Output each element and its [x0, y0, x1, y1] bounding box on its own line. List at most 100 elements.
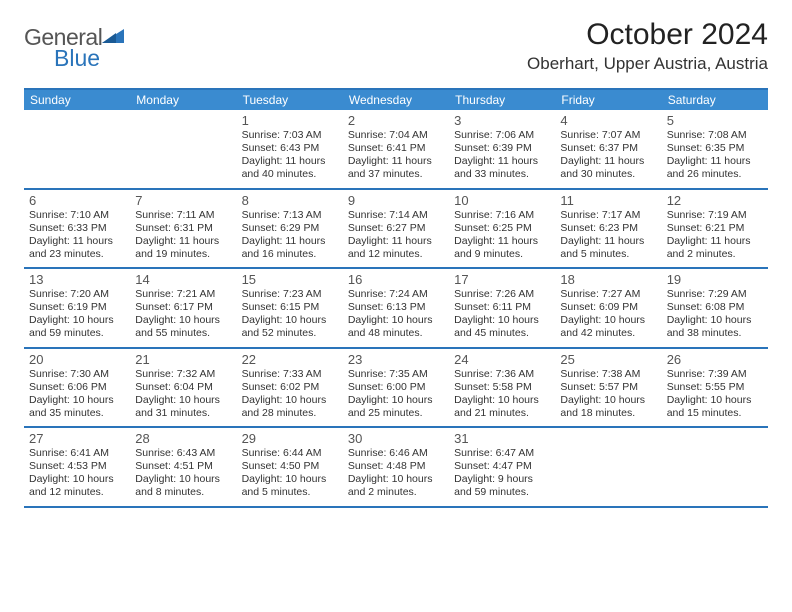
sunrise-line: Sunrise: 7:17 AM	[560, 209, 656, 222]
sunrise-line: Sunrise: 7:10 AM	[29, 209, 125, 222]
day-cell: 25Sunrise: 7:38 AMSunset: 5:57 PMDayligh…	[555, 349, 661, 427]
day-number: 7	[135, 193, 231, 208]
sunset-line: Sunset: 6:37 PM	[560, 142, 656, 155]
sunrise-line: Sunrise: 7:24 AM	[348, 288, 444, 301]
day-cell: 10Sunrise: 7:16 AMSunset: 6:25 PMDayligh…	[449, 190, 555, 268]
week-row: 27Sunrise: 6:41 AMSunset: 4:53 PMDayligh…	[24, 428, 768, 508]
sunset-line: Sunset: 4:50 PM	[242, 460, 338, 473]
day-cell: 9Sunrise: 7:14 AMSunset: 6:27 PMDaylight…	[343, 190, 449, 268]
daylight-line: Daylight: 10 hours and 15 minutes.	[667, 394, 763, 420]
sunset-line: Sunset: 6:19 PM	[29, 301, 125, 314]
sunrise-line: Sunrise: 7:26 AM	[454, 288, 550, 301]
day-number: 12	[667, 193, 763, 208]
sunrise-line: Sunrise: 7:03 AM	[242, 129, 338, 142]
logo-triangle-icon	[102, 27, 124, 50]
daylight-line: Daylight: 11 hours and 30 minutes.	[560, 155, 656, 181]
sunset-line: Sunset: 4:53 PM	[29, 460, 125, 473]
sunrise-line: Sunrise: 7:19 AM	[667, 209, 763, 222]
day-cell: 30Sunrise: 6:46 AMSunset: 4:48 PMDayligh…	[343, 428, 449, 506]
day-number: 20	[29, 352, 125, 367]
sunset-line: Sunset: 4:47 PM	[454, 460, 550, 473]
daylight-line: Daylight: 10 hours and 12 minutes.	[29, 473, 125, 499]
sunset-line: Sunset: 6:33 PM	[29, 222, 125, 235]
daylight-line: Daylight: 10 hours and 38 minutes.	[667, 314, 763, 340]
logo: General Blue	[24, 18, 124, 78]
week-row: 1Sunrise: 7:03 AMSunset: 6:43 PMDaylight…	[24, 110, 768, 190]
week-row: 20Sunrise: 7:30 AMSunset: 6:06 PMDayligh…	[24, 349, 768, 429]
day-number: 5	[667, 113, 763, 128]
empty-cell	[555, 428, 661, 506]
daylight-line: Daylight: 10 hours and 25 minutes.	[348, 394, 444, 420]
location: Oberhart, Upper Austria, Austria	[527, 54, 768, 74]
sunrise-line: Sunrise: 7:30 AM	[29, 368, 125, 381]
day-number: 15	[242, 272, 338, 287]
day-number: 22	[242, 352, 338, 367]
daylight-line: Daylight: 10 hours and 48 minutes.	[348, 314, 444, 340]
sunset-line: Sunset: 6:11 PM	[454, 301, 550, 314]
week-row: 13Sunrise: 7:20 AMSunset: 6:19 PMDayligh…	[24, 269, 768, 349]
daylight-line: Daylight: 11 hours and 5 minutes.	[560, 235, 656, 261]
day-number: 3	[454, 113, 550, 128]
dow-cell: Saturday	[662, 90, 768, 110]
day-cell: 23Sunrise: 7:35 AMSunset: 6:00 PMDayligh…	[343, 349, 449, 427]
sunrise-line: Sunrise: 6:44 AM	[242, 447, 338, 460]
day-number: 30	[348, 431, 444, 446]
day-number: 16	[348, 272, 444, 287]
day-cell: 8Sunrise: 7:13 AMSunset: 6:29 PMDaylight…	[237, 190, 343, 268]
day-number: 29	[242, 431, 338, 446]
sunrise-line: Sunrise: 7:33 AM	[242, 368, 338, 381]
sunset-line: Sunset: 6:09 PM	[560, 301, 656, 314]
sunset-line: Sunset: 5:58 PM	[454, 381, 550, 394]
sunset-line: Sunset: 6:13 PM	[348, 301, 444, 314]
sunset-line: Sunset: 4:48 PM	[348, 460, 444, 473]
dow-cell: Thursday	[449, 90, 555, 110]
sunset-line: Sunset: 6:08 PM	[667, 301, 763, 314]
day-cell: 2Sunrise: 7:04 AMSunset: 6:41 PMDaylight…	[343, 110, 449, 188]
daylight-line: Daylight: 11 hours and 2 minutes.	[667, 235, 763, 261]
daylight-line: Daylight: 11 hours and 19 minutes.	[135, 235, 231, 261]
day-number: 23	[348, 352, 444, 367]
weeks-container: 1Sunrise: 7:03 AMSunset: 6:43 PMDaylight…	[24, 110, 768, 508]
daylight-line: Daylight: 11 hours and 26 minutes.	[667, 155, 763, 181]
daylight-line: Daylight: 10 hours and 8 minutes.	[135, 473, 231, 499]
day-number: 14	[135, 272, 231, 287]
sunset-line: Sunset: 6:25 PM	[454, 222, 550, 235]
header: General Blue October 2024 Oberhart, Uppe…	[24, 18, 768, 78]
daylight-line: Daylight: 10 hours and 55 minutes.	[135, 314, 231, 340]
sunrise-line: Sunrise: 7:27 AM	[560, 288, 656, 301]
daylight-line: Daylight: 10 hours and 35 minutes.	[29, 394, 125, 420]
daylight-line: Daylight: 10 hours and 2 minutes.	[348, 473, 444, 499]
day-cell: 22Sunrise: 7:33 AMSunset: 6:02 PMDayligh…	[237, 349, 343, 427]
sunset-line: Sunset: 5:55 PM	[667, 381, 763, 394]
sunrise-line: Sunrise: 7:07 AM	[560, 129, 656, 142]
day-number: 8	[242, 193, 338, 208]
day-cell: 19Sunrise: 7:29 AMSunset: 6:08 PMDayligh…	[662, 269, 768, 347]
sunrise-line: Sunrise: 7:16 AM	[454, 209, 550, 222]
day-cell: 11Sunrise: 7:17 AMSunset: 6:23 PMDayligh…	[555, 190, 661, 268]
day-number: 10	[454, 193, 550, 208]
daylight-line: Daylight: 10 hours and 31 minutes.	[135, 394, 231, 420]
sunrise-line: Sunrise: 7:21 AM	[135, 288, 231, 301]
sunrise-line: Sunrise: 7:14 AM	[348, 209, 444, 222]
day-cell: 18Sunrise: 7:27 AMSunset: 6:09 PMDayligh…	[555, 269, 661, 347]
sunrise-line: Sunrise: 6:46 AM	[348, 447, 444, 460]
daylight-line: Daylight: 11 hours and 23 minutes.	[29, 235, 125, 261]
sunrise-line: Sunrise: 7:39 AM	[667, 368, 763, 381]
sunrise-line: Sunrise: 6:41 AM	[29, 447, 125, 460]
sunset-line: Sunset: 6:00 PM	[348, 381, 444, 394]
sunrise-line: Sunrise: 7:38 AM	[560, 368, 656, 381]
daylight-line: Daylight: 10 hours and 28 minutes.	[242, 394, 338, 420]
daylight-line: Daylight: 10 hours and 21 minutes.	[454, 394, 550, 420]
daylight-line: Daylight: 11 hours and 9 minutes.	[454, 235, 550, 261]
daylight-line: Daylight: 10 hours and 42 minutes.	[560, 314, 656, 340]
day-cell: 13Sunrise: 7:20 AMSunset: 6:19 PMDayligh…	[24, 269, 130, 347]
sunrise-line: Sunrise: 7:06 AM	[454, 129, 550, 142]
day-number: 24	[454, 352, 550, 367]
day-number: 6	[29, 193, 125, 208]
day-number: 1	[242, 113, 338, 128]
day-number: 25	[560, 352, 656, 367]
sunset-line: Sunset: 6:27 PM	[348, 222, 444, 235]
daylight-line: Daylight: 9 hours and 59 minutes.	[454, 473, 550, 499]
sunrise-line: Sunrise: 6:47 AM	[454, 447, 550, 460]
daylight-line: Daylight: 11 hours and 12 minutes.	[348, 235, 444, 261]
